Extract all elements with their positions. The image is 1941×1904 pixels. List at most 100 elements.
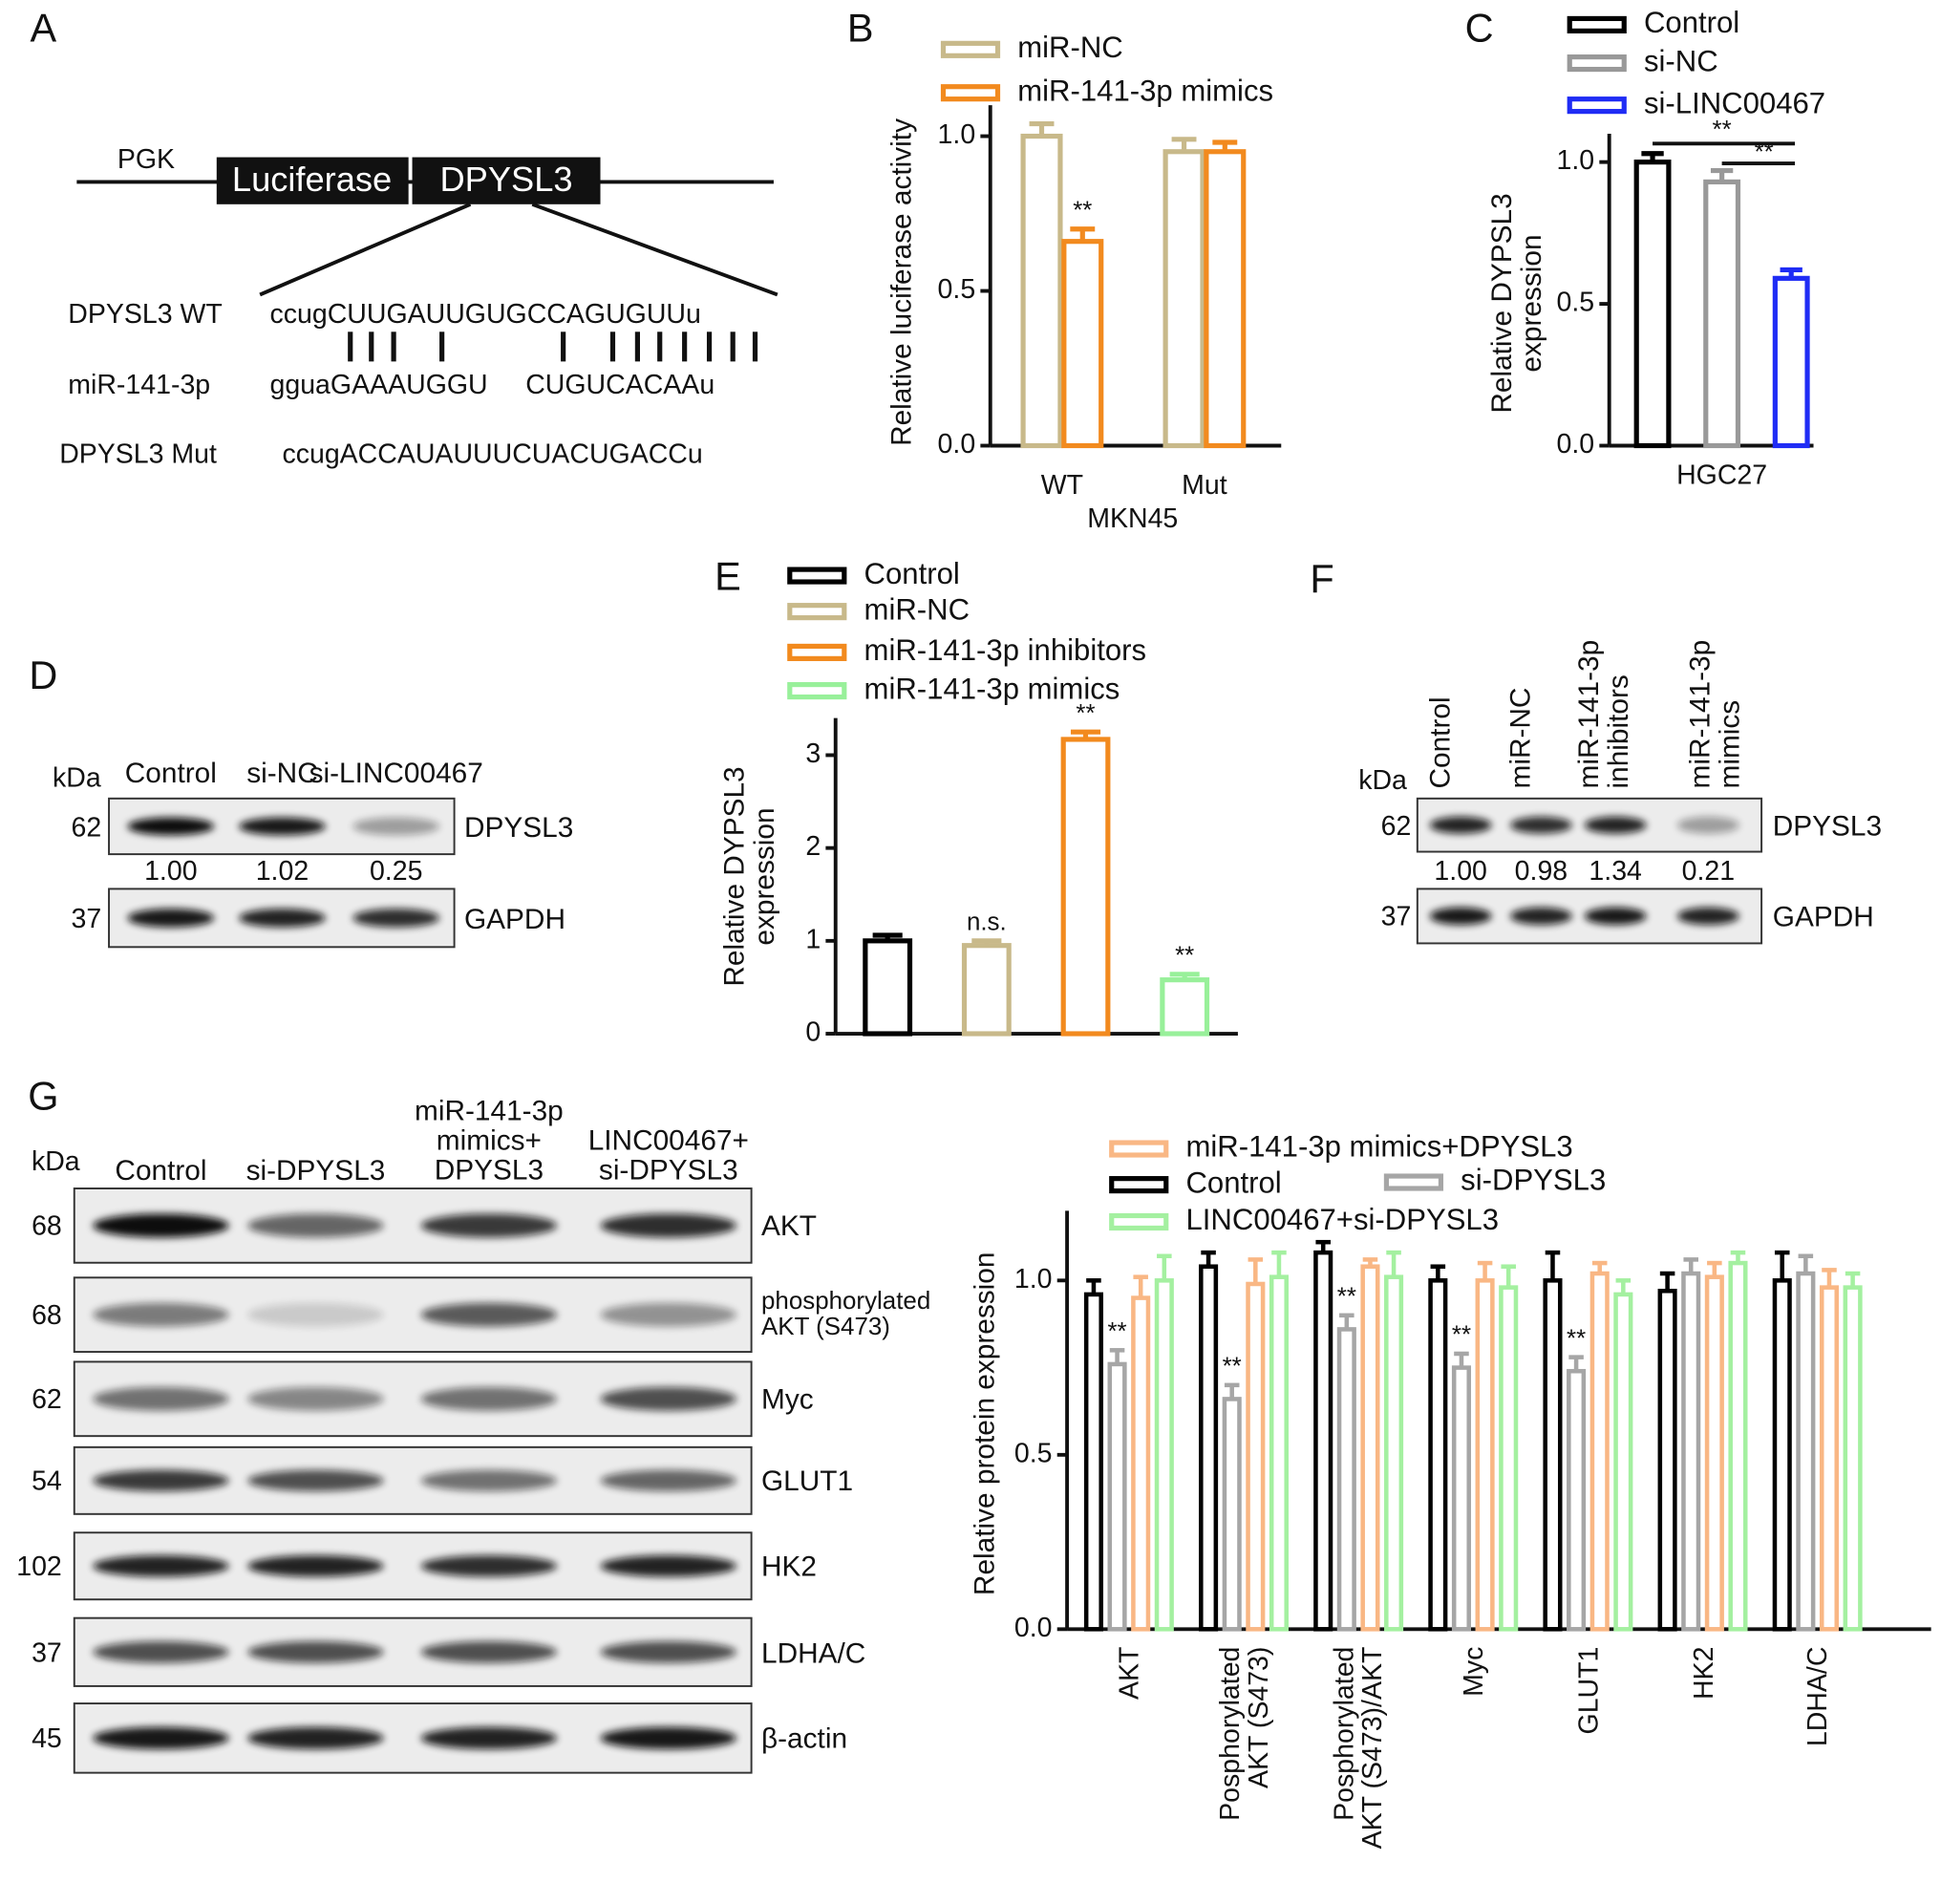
sequence: ccugCUUGAUUGUGCCAGUGUUu (270, 299, 701, 330)
protein-label: DPYSL3 (463, 810, 574, 843)
band (600, 1213, 737, 1238)
significance-label: ** (1337, 1284, 1356, 1311)
band (600, 1386, 737, 1411)
band (600, 1302, 737, 1327)
sequence-label: DPYSL3 WT (68, 299, 223, 330)
x-tick-label: Mut (1182, 470, 1227, 501)
base-pairs (348, 332, 758, 362)
significance-label: ** (1223, 1354, 1242, 1380)
zoom-line (259, 203, 472, 297)
band (1584, 907, 1647, 926)
kda-value: 62 (32, 1383, 62, 1415)
lane-label: Control (1423, 696, 1456, 789)
lane-label: Control (115, 1153, 207, 1187)
legend-swatch (1567, 54, 1627, 73)
kda-value: 37 (32, 1637, 62, 1668)
legend-swatch (787, 643, 847, 661)
significance-label: ** (1567, 1325, 1586, 1352)
kda-value: 54 (32, 1465, 62, 1497)
bar (1060, 737, 1111, 1037)
y-axis-label: Relative DYPSL3 expression (1484, 193, 1547, 414)
y-tick-label: 0.0 (938, 429, 976, 460)
panel-label: G (28, 1074, 58, 1119)
band (127, 817, 215, 836)
kda-value: 62 (1380, 809, 1412, 841)
significance-label: ** (1175, 943, 1194, 970)
y-axis-label: Relative protein expression (968, 1252, 1001, 1596)
band (247, 1555, 384, 1577)
legend-swatch (1383, 1173, 1444, 1191)
y-tick-label: 1.0 (1557, 145, 1595, 176)
panel-label: A (31, 5, 57, 50)
band (247, 1213, 384, 1238)
reporter-label: Luciferase (232, 160, 392, 199)
band (93, 1726, 229, 1749)
band (420, 1726, 558, 1749)
band (247, 1640, 384, 1663)
lane-label: si-LINC00467 (309, 756, 483, 789)
kda-label: kDa (1358, 764, 1407, 796)
sequence-label: miR-141-3p (68, 370, 210, 400)
band (420, 1555, 558, 1577)
legend-label: si-LINC00467 (1644, 86, 1825, 119)
significance-label: ** (1073, 197, 1092, 224)
zoom-line (531, 202, 779, 297)
legend-label: si-NC (1644, 44, 1718, 77)
legend-swatch (1109, 1212, 1169, 1231)
band (420, 1302, 558, 1327)
kda-value: 45 (32, 1722, 62, 1754)
band (1510, 816, 1572, 834)
kda-value: 62 (71, 810, 102, 843)
quantification: 0.98 (1515, 856, 1568, 887)
legend-swatch (940, 84, 1001, 102)
significance-label: ** (1076, 700, 1095, 727)
x-tick-label: AKT (1113, 1646, 1145, 1701)
y-tick-label: 0.5 (1557, 288, 1595, 318)
panel-label: E (715, 553, 741, 598)
luciferase-box (216, 157, 409, 204)
panel-label: C (1465, 5, 1494, 50)
band (420, 1640, 558, 1663)
band (1676, 816, 1739, 834)
legend-label: si-DPYSL3 (1461, 1164, 1606, 1197)
y-tick-label: 1 (805, 924, 821, 954)
bar (1162, 149, 1205, 449)
quantification: 0.25 (370, 856, 422, 887)
protein-label: GAPDH (463, 901, 565, 934)
x-tick-label: GLUT1 (1572, 1646, 1604, 1735)
band (1429, 907, 1492, 926)
legend-label: miR-141-3p mimics (1017, 74, 1273, 107)
band (247, 1302, 384, 1327)
y-axis-label: Relative DYPSL3 expression (717, 766, 780, 987)
band (600, 1555, 737, 1577)
significance-label: ** (1107, 1318, 1126, 1345)
legend-swatch (1567, 96, 1627, 115)
protein-label: phosphorylated AKT (S473) (760, 1287, 931, 1341)
band (600, 1726, 737, 1749)
band (93, 1386, 229, 1411)
legend-swatch (787, 603, 847, 621)
significance-label: ** (1755, 139, 1774, 166)
quantification: 1.00 (144, 856, 197, 887)
band (420, 1469, 558, 1492)
band (247, 1469, 384, 1492)
significance-label: ** (1713, 117, 1732, 143)
band (247, 1726, 384, 1749)
quantification: 1.34 (1589, 856, 1642, 887)
quantification: 1.02 (256, 856, 309, 887)
band (93, 1469, 229, 1492)
panel-label: B (847, 5, 874, 50)
bar (1633, 160, 1672, 449)
band (93, 1213, 229, 1238)
band (93, 1640, 229, 1663)
legend-swatch (787, 682, 847, 700)
y-tick-label: 2 (805, 831, 821, 862)
band (352, 909, 440, 928)
promoter-label: PGK (117, 144, 175, 175)
band (600, 1469, 737, 1492)
lane-label: LINC00467+ si-DPYSL3 (587, 1123, 749, 1187)
kda-label: kDa (52, 761, 101, 793)
band (127, 909, 215, 928)
